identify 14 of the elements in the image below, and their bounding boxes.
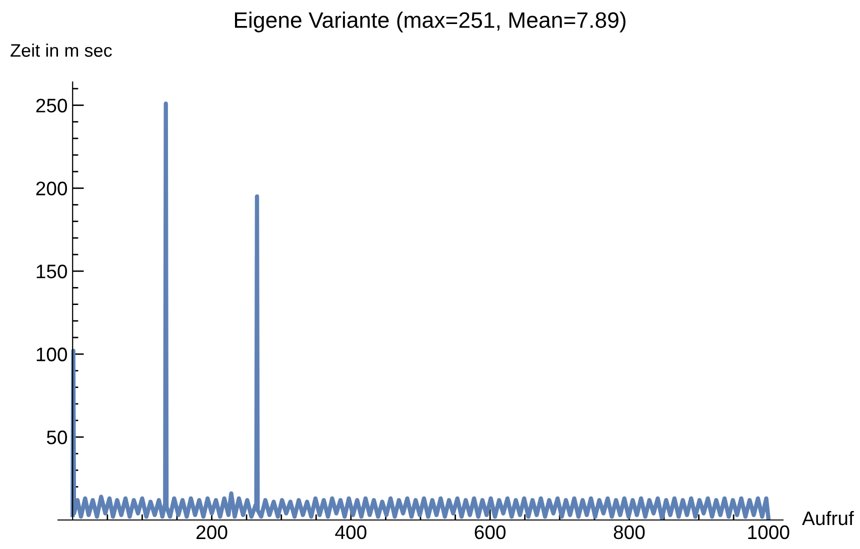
y-tick-label: 200 <box>36 182 67 196</box>
x-tick-label: 1000 <box>748 525 790 540</box>
x-tick-label: 400 <box>335 525 366 540</box>
x-tick-label: 600 <box>474 525 506 540</box>
y-tick-label: 100 <box>36 348 67 362</box>
line-series <box>70 101 770 520</box>
y-tick-label: 150 <box>36 264 67 278</box>
y-tick-label: 250 <box>36 98 67 112</box>
chart-title: Eigene Variante (max=251, Mean=7.89) <box>235 12 626 32</box>
x-tick-label: 800 <box>614 525 645 540</box>
x-tick-label: 200 <box>196 525 228 540</box>
y-tick-label: 50 <box>46 430 67 444</box>
y-axis-title: Zeit in m sec <box>10 44 112 57</box>
x-axis-title: Aufruf <box>802 510 854 526</box>
